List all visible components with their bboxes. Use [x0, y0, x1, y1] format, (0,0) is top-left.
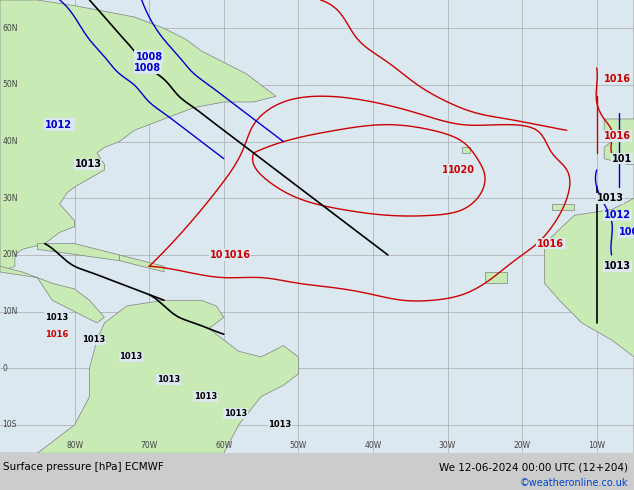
Text: 1013: 1013	[45, 313, 68, 322]
Text: 1016: 1016	[45, 330, 68, 339]
Text: 1012: 1012	[46, 120, 73, 130]
Text: ©weatheronline.co.uk: ©weatheronline.co.uk	[519, 478, 628, 488]
Text: 40N: 40N	[3, 137, 18, 146]
Text: 1008: 1008	[619, 227, 634, 237]
Text: 1012: 1012	[604, 210, 631, 221]
Text: 1020: 1020	[448, 165, 474, 175]
Text: 0: 0	[3, 364, 7, 373]
Polygon shape	[0, 266, 105, 323]
Text: 70W: 70W	[141, 441, 158, 450]
Polygon shape	[0, 300, 299, 453]
Polygon shape	[119, 255, 164, 272]
Text: 1013: 1013	[604, 261, 631, 271]
Polygon shape	[37, 244, 119, 261]
Text: 1016: 1016	[210, 250, 237, 260]
Text: 1013: 1013	[75, 159, 101, 170]
Text: 50W: 50W	[290, 441, 307, 450]
Text: 1008: 1008	[134, 63, 162, 73]
Text: 1020: 1020	[441, 165, 469, 175]
Text: 1013: 1013	[597, 193, 624, 203]
Text: Surface pressure [hPa] ECMWF: Surface pressure [hPa] ECMWF	[3, 463, 164, 472]
Text: 1008: 1008	[136, 51, 163, 62]
Text: 10S: 10S	[3, 420, 16, 429]
Text: 10N: 10N	[3, 307, 18, 316]
Polygon shape	[552, 204, 574, 210]
Text: 60W: 60W	[215, 441, 233, 450]
Text: We 12-06-2024 00:00 UTC (12+204): We 12-06-2024 00:00 UTC (12+204)	[439, 463, 628, 472]
Text: 20W: 20W	[514, 441, 531, 450]
Text: 1016: 1016	[224, 250, 251, 260]
Text: 50N: 50N	[3, 80, 18, 90]
Polygon shape	[545, 0, 634, 453]
Text: 30W: 30W	[439, 441, 456, 450]
Polygon shape	[485, 272, 507, 283]
Text: 60N: 60N	[3, 24, 18, 33]
Text: 1013: 1013	[82, 336, 105, 344]
Text: 40W: 40W	[365, 441, 382, 450]
Text: 1016: 1016	[604, 131, 631, 141]
Text: 1013: 1013	[224, 409, 247, 418]
Text: 1013: 1013	[194, 392, 217, 401]
Text: 30N: 30N	[3, 194, 18, 203]
Text: 10W: 10W	[588, 441, 605, 450]
Text: 1012: 1012	[45, 120, 72, 130]
Text: 1013: 1013	[269, 420, 292, 429]
Text: 1013: 1013	[157, 375, 180, 384]
Polygon shape	[0, 0, 276, 272]
Text: 1016: 1016	[537, 239, 564, 248]
Text: 1016: 1016	[604, 74, 631, 84]
Text: 101: 101	[612, 154, 632, 164]
Polygon shape	[462, 147, 470, 153]
Text: 20N: 20N	[3, 250, 18, 259]
Text: 80W: 80W	[66, 441, 83, 450]
Text: 1013: 1013	[119, 352, 143, 362]
